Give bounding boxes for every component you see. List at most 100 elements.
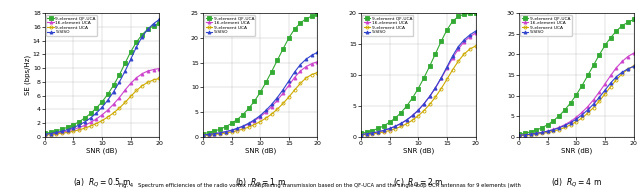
- Legend: 9-element QF-UCA, 16-element UCA, 9-element UCA, 9-SISO: 9-element QF-UCA, 16-element UCA, 9-elem…: [520, 15, 572, 36]
- 9-element QF-UCA: [472, 12, 479, 14]
- 9-element UCA: [437, 87, 445, 90]
- 9-element UCA: [578, 117, 586, 119]
- 9-SISO: [420, 103, 428, 105]
- 9-element UCA: [256, 120, 264, 123]
- 9-element QF-UCA: [403, 105, 411, 107]
- 9-element UCA: [532, 133, 540, 135]
- 9-SISO: [138, 36, 146, 38]
- 16-element UCA: [52, 132, 60, 134]
- 9-SISO: [538, 131, 546, 134]
- 9-element UCA: [47, 133, 54, 136]
- 16-element UCA: [443, 67, 451, 69]
- 16-element UCA: [472, 32, 479, 34]
- Text: (b)  $R_Q = 1$ m: (b) $R_Q = 1$ m: [235, 176, 285, 189]
- 16-element UCA: [222, 131, 230, 133]
- 9-element UCA: [81, 127, 89, 129]
- 16-element UCA: [466, 36, 474, 38]
- 9-element QF-UCA: [397, 112, 405, 114]
- 16-element UCA: [595, 91, 603, 93]
- 9-element UCA: [567, 124, 575, 126]
- 9-element QF-UCA: [291, 28, 298, 30]
- 9-SISO: [589, 103, 597, 105]
- 9-SISO: [216, 132, 224, 134]
- 9-SISO: [228, 129, 236, 131]
- 9-element UCA: [420, 109, 428, 112]
- 9-element QF-UCA: [132, 41, 140, 43]
- 9-element UCA: [544, 131, 552, 134]
- 16-element UCA: [211, 133, 218, 135]
- 16-element UCA: [109, 103, 117, 105]
- 16-element UCA: [431, 87, 439, 89]
- 9-SISO: [443, 66, 451, 68]
- 16-element UCA: [216, 132, 224, 134]
- 9-element UCA: [472, 45, 479, 47]
- 16-element UCA: [415, 109, 422, 111]
- 9-SISO: [380, 129, 388, 131]
- 9-element QF-UCA: [115, 74, 123, 76]
- 9-element QF-UCA: [607, 36, 614, 39]
- 9-element UCA: [211, 133, 218, 136]
- Line: 9-SISO: 9-SISO: [44, 18, 161, 136]
- Text: (c)  $R_Q = 2$ m: (c) $R_Q = 2$ m: [393, 176, 444, 189]
- 16-element UCA: [521, 134, 529, 136]
- 9-SISO: [415, 109, 422, 111]
- 9-element UCA: [109, 112, 117, 114]
- 9-element UCA: [70, 130, 77, 132]
- 9-SISO: [426, 95, 433, 97]
- Line: 9-SISO: 9-SISO: [518, 65, 635, 137]
- 9-element QF-UCA: [314, 13, 321, 15]
- 9-element UCA: [93, 122, 100, 125]
- 9-SISO: [357, 134, 365, 136]
- 9-element UCA: [64, 131, 72, 134]
- 16-element UCA: [251, 120, 259, 122]
- 9-SISO: [437, 77, 445, 79]
- 9-SISO: [369, 132, 376, 134]
- 9-element QF-UCA: [392, 117, 399, 119]
- 16-element UCA: [132, 77, 140, 79]
- 9-SISO: [104, 99, 111, 101]
- 9-SISO: [199, 134, 207, 136]
- 16-element UCA: [612, 66, 620, 69]
- 16-element UCA: [460, 40, 468, 43]
- 9-SISO: [41, 133, 49, 135]
- Line: 16-element UCA: 16-element UCA: [360, 32, 477, 136]
- 9-element QF-UCA: [460, 13, 468, 15]
- 16-element UCA: [314, 61, 321, 63]
- 9-element QF-UCA: [251, 100, 259, 102]
- 16-element UCA: [121, 89, 129, 91]
- Line: 9-element UCA: 9-element UCA: [360, 44, 477, 137]
- 16-element UCA: [561, 124, 569, 126]
- 16-element UCA: [544, 130, 552, 132]
- 16-element UCA: [199, 134, 207, 136]
- 9-element UCA: [302, 77, 310, 79]
- 9-element UCA: [431, 96, 439, 98]
- 16-element UCA: [104, 109, 111, 111]
- 16-element UCA: [256, 116, 264, 118]
- 16-element UCA: [556, 126, 563, 128]
- 9-SISO: [262, 109, 269, 112]
- 9-SISO: [578, 114, 586, 116]
- 9-element QF-UCA: [199, 133, 207, 135]
- 16-element UCA: [150, 68, 157, 71]
- 9-SISO: [291, 71, 298, 73]
- 9-element UCA: [87, 125, 95, 127]
- 9-element QF-UCA: [150, 25, 157, 27]
- 16-element UCA: [47, 133, 54, 135]
- 9-element QF-UCA: [279, 48, 287, 50]
- 9-SISO: [127, 58, 134, 60]
- 9-SISO: [279, 89, 287, 91]
- 9-element UCA: [449, 69, 456, 71]
- 9-SISO: [296, 63, 304, 66]
- Line: 9-element UCA: 9-element UCA: [202, 71, 319, 137]
- 9-element UCA: [239, 128, 247, 130]
- 9-element UCA: [58, 132, 66, 134]
- 16-element UCA: [630, 52, 637, 54]
- 9-element UCA: [273, 108, 281, 110]
- 9-SISO: [251, 119, 259, 121]
- 16-element UCA: [205, 133, 212, 136]
- 16-element UCA: [357, 134, 365, 136]
- 9-element QF-UCA: [70, 124, 77, 126]
- 9-SISO: [624, 68, 632, 70]
- 9-element QF-UCA: [98, 101, 106, 103]
- 16-element UCA: [403, 119, 411, 121]
